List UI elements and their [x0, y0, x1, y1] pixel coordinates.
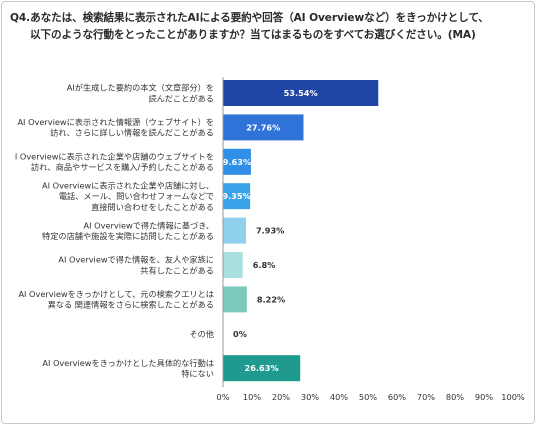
value-label-2: 27.76% — [246, 122, 280, 132]
value-label-5: 7.93% — [256, 226, 284, 236]
x-tick-label-11: 100% — [501, 392, 525, 402]
x-tick-label-1: 0% — [217, 392, 230, 402]
chart-title-line-2: 以下のような行動をとったことがありますか？当てはまるものをすべてお選びください。… — [30, 29, 476, 41]
bar-6 — [223, 252, 243, 278]
category-label-9-line-1: AI Overviewをきっかけとした具体的な行動は — [42, 358, 214, 368]
x-tick-label-5: 40% — [330, 392, 348, 402]
value-label-8: 0% — [233, 329, 247, 339]
bar-4 — [223, 183, 251, 210]
bar-7 — [223, 286, 247, 313]
bar-2 — [223, 114, 304, 141]
category-label-3-line-2: 訪れ、商品やサービスを購入/予約したことがある — [31, 162, 214, 172]
category-label-4-line-3: 直接問い合わせをしたことがある — [91, 202, 214, 212]
category-label-6-line-2: 共有したことがある — [140, 265, 214, 275]
bar-9 — [223, 355, 301, 382]
chart-title-line-1: Q4.あなたは、検索結果に表示されたAIによる要約や回答（AI Overview… — [10, 12, 489, 24]
bar-1 — [223, 80, 379, 106]
category-label-2-line-1: AI Overviewに表示された情報源（ウェブサイト）を — [17, 117, 214, 127]
value-label-9: 26.63% — [245, 363, 279, 373]
category-label-7-line-2: 異なる 関連情報をさらに検索したことがある — [48, 300, 214, 310]
category-label-7-line-1: AI Overviewをきっかけとして、元の検索クエリとは — [18, 289, 214, 299]
category-label-4-line-2: 電話、メール、問い合わせフォームなどで — [59, 191, 214, 201]
category-label-4-line-1: AI Overviewに表示された企業や店舗に対し、 — [42, 181, 214, 191]
value-label-7: 8.22% — [257, 294, 285, 304]
chart-title: Q4.あなたは、検索結果に表示されたAIによる要約や回答（AI Overview… — [10, 10, 525, 44]
category-label-5-line-2: 特定の店舗や施設を実際に訪問したことがある — [42, 231, 214, 241]
x-tick-label-7: 60% — [388, 392, 406, 402]
value-label-1: 53.54% — [284, 88, 318, 98]
x-tick-label-8: 70% — [417, 392, 435, 402]
x-tick-label-3: 20% — [272, 392, 290, 402]
category-label-2-line-2: 訪れ、さらに詳しい情報を読んだことがある — [50, 128, 214, 138]
category-label-9-line-2: 特にない — [181, 369, 214, 379]
value-label-3: 9.63% — [223, 157, 251, 167]
value-label-6: 6.8% — [253, 260, 276, 270]
category-label-8-line-1: その他 — [189, 329, 214, 339]
category-label-1-line-2: 読んだことがある — [148, 93, 214, 103]
x-tick-label-6: 50% — [359, 392, 377, 402]
category-label-6-line-1: AI Overviewで得た情報を、友人や家族に — [58, 255, 214, 265]
x-tick-label-2: 10% — [243, 392, 261, 402]
category-label-1-line-1: AIが生成した要約の本文（文章部分）を — [67, 83, 214, 93]
x-tick-label-10: 90% — [475, 392, 493, 402]
category-label-5-line-1: AI Overviewで得た情報に基づき、 — [84, 220, 214, 230]
x-tick-label-9: 80% — [446, 392, 464, 402]
bar-5 — [223, 217, 246, 244]
category-label-3-line-1: I Overviewに表示された企業や店舗のウェブサイトを — [15, 152, 214, 162]
value-label-4: 9.35% — [222, 191, 250, 201]
x-tick-label-4: 30% — [301, 392, 319, 402]
bar-3 — [223, 148, 251, 175]
